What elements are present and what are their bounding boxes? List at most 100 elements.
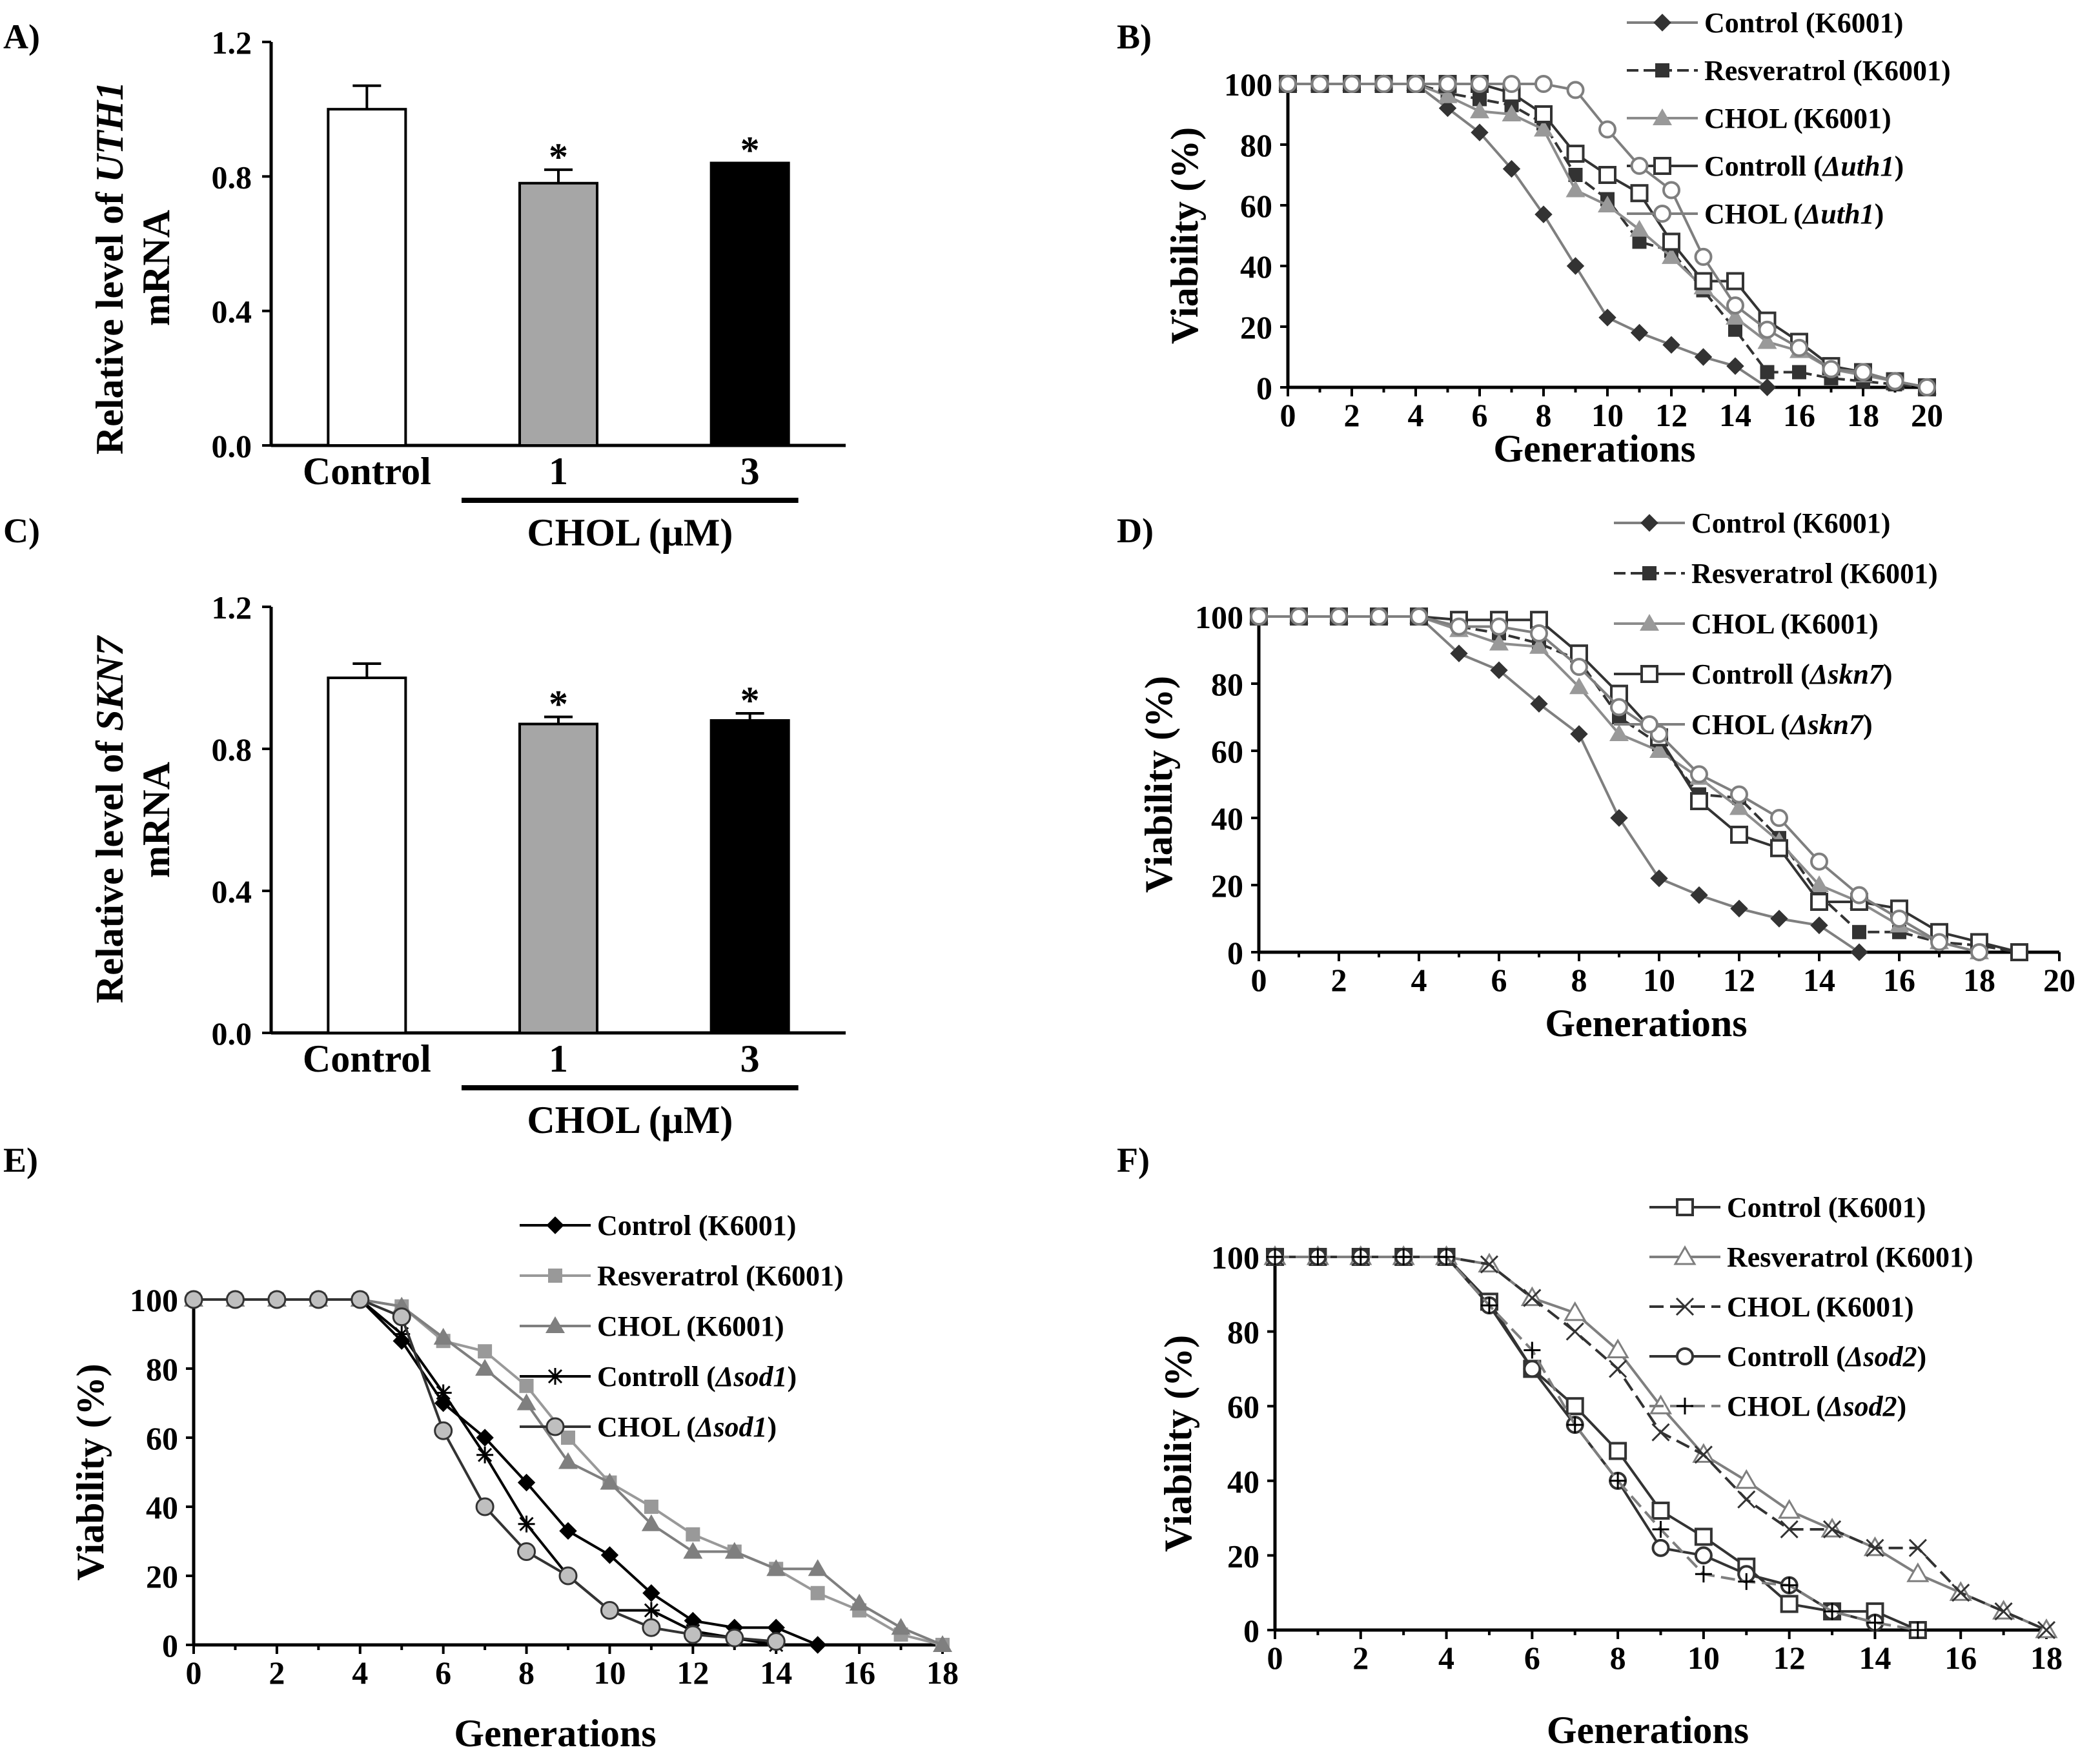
legend-label-strain: Δsod2	[1844, 1341, 1917, 1372]
data-point	[1780, 1576, 1798, 1594]
panel-label: F)	[1117, 1141, 1150, 1179]
data-point	[641, 1514, 661, 1531]
legend-entry: Controll (Δskn7)	[1614, 658, 1893, 690]
y-tick-label: 20	[146, 1558, 178, 1595]
data-point	[1565, 1322, 1584, 1341]
data-point	[519, 1378, 534, 1393]
x-tick-label: 12	[1655, 397, 1687, 433]
data-point	[1726, 296, 1744, 315]
data-point	[2037, 1620, 2056, 1640]
data-point	[1758, 320, 1777, 339]
legend-entry: CHOL (K6001)	[520, 1310, 784, 1342]
x-tick-label: 10	[593, 1655, 626, 1691]
x-tick-label: 10	[1687, 1640, 1720, 1676]
bar	[327, 677, 407, 1034]
legend-entry: CHOL (K6001)	[1614, 608, 1879, 640]
data-point	[1407, 75, 1425, 93]
legend-label-text: CHOL (K6001)	[1727, 1291, 1914, 1323]
y-tick-label: 20	[1240, 309, 1272, 345]
legend-label: Controll (Δskn7)	[1691, 658, 1893, 690]
x-tick-label: 6	[435, 1655, 451, 1691]
legend-label-strain: Δsod1	[695, 1411, 768, 1443]
legend-marker	[1675, 1297, 1695, 1316]
data-point	[476, 1429, 494, 1447]
significance-star: *	[549, 683, 568, 726]
x-axis-label: Generations	[1493, 427, 1695, 470]
legend-label-close: )	[768, 1411, 777, 1443]
series-1	[1279, 75, 1777, 396]
data-point	[1610, 698, 1628, 717]
data-point	[518, 1515, 535, 1533]
data-point	[1267, 1249, 1283, 1265]
data-point	[642, 1602, 660, 1619]
series-5	[1267, 1249, 1926, 1638]
series-line	[1275, 1256, 1919, 1631]
panel-e: E) 0 2 4 6 8 10 12 14 16 18 0 20 40 60 80 100 Generations…	[3, 1141, 959, 1754]
legend-entry: Control (K6001)	[1627, 7, 1903, 39]
y-tick-label: 60	[1240, 188, 1272, 224]
y-tick-label: 0	[1256, 370, 1272, 406]
x-tick-label: 8	[1571, 962, 1587, 998]
data-point	[642, 1618, 661, 1637]
legend-marker	[1640, 665, 1658, 683]
legend-marker	[548, 1269, 562, 1283]
data-point	[600, 1601, 619, 1620]
data-point	[644, 1500, 658, 1514]
data-point	[1690, 792, 1708, 810]
data-point	[1694, 1546, 1713, 1565]
legend-label-text: Control (K6001)	[1727, 1192, 1926, 1223]
legend-label-text: Resveratrol (K6001)	[1727, 1241, 1973, 1273]
data-point	[1564, 1301, 1587, 1321]
data-point	[1730, 826, 1748, 844]
data-point	[516, 1393, 536, 1411]
data-point	[1694, 1527, 1713, 1546]
x-tick-label: 4	[1411, 962, 1427, 998]
legend-label: CHOL (Δskn7)	[1691, 709, 1873, 740]
x-tick-label: 18	[1963, 962, 1995, 998]
x-axis-label: Generations	[1547, 1709, 1749, 1751]
data-point	[1450, 617, 1468, 636]
y-tick-label: 0.4	[212, 294, 252, 330]
panel-d: D) 0 2 4 6 8 10 12 14 16 18 20 0 20 40 60 80 100 Generatio…	[1117, 507, 2075, 1045]
data-point	[1570, 725, 1588, 743]
data-point	[1471, 123, 1489, 141]
y-tick-label: 100	[1195, 599, 1243, 635]
y-axis-label-line2: mRNA	[135, 762, 178, 878]
significance-star: *	[549, 136, 568, 178]
x-tick-label: 18	[2030, 1640, 2063, 1676]
series-4	[1250, 607, 2028, 961]
data-point	[1770, 809, 1788, 827]
x-tick-label: 20	[2043, 962, 2075, 998]
x-tick-label: 10	[1591, 397, 1624, 433]
legend-marker	[1655, 63, 1669, 77]
data-point	[267, 1290, 287, 1309]
significance-star: *	[740, 129, 760, 172]
x-tick-label: 8	[1536, 397, 1552, 433]
data-point	[1530, 624, 1548, 642]
x-tick-label: 0	[1251, 962, 1267, 998]
legend-label-strain: Δskn7	[1789, 709, 1864, 740]
legend-label-text: CHOL (	[1691, 709, 1790, 740]
data-point	[1629, 219, 1649, 237]
legend-marker	[1673, 1245, 1697, 1265]
legend-label-text: Controll (	[1704, 150, 1823, 182]
legend-label-strain: Δsod1	[715, 1361, 788, 1392]
data-point	[808, 1636, 827, 1654]
x-tick-label: Control	[303, 1037, 431, 1080]
x-tick-label: 3	[740, 1037, 760, 1080]
data-point	[1609, 1442, 1627, 1460]
data-point	[225, 1290, 245, 1309]
x-tick-label: 6	[1472, 397, 1488, 433]
data-point	[1651, 1423, 1670, 1442]
data-point	[1662, 181, 1680, 199]
data-point	[1473, 92, 1487, 107]
data-point	[1502, 105, 1522, 121]
panel-b: B) 0 2 4 6 8 10 12 14 16 18 20 0 20 40 60 80 100 Generatio…	[1117, 7, 1951, 470]
data-point	[1566, 257, 1585, 275]
y-tick-label: 0	[1227, 935, 1243, 971]
x-tick-label: 2	[1352, 1640, 1369, 1676]
data-point	[1728, 322, 1742, 337]
data-point	[393, 1325, 411, 1343]
data-point	[1730, 899, 1748, 918]
data-point	[1726, 272, 1744, 291]
